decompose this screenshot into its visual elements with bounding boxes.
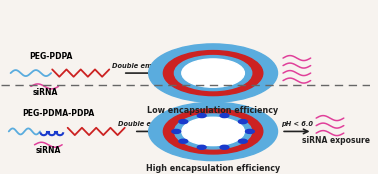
Circle shape	[172, 129, 181, 133]
Circle shape	[239, 139, 247, 143]
Text: Double emulsion: Double emulsion	[112, 63, 174, 69]
Text: Double emulsion: Double emulsion	[118, 121, 181, 127]
Circle shape	[174, 114, 252, 149]
Text: siRNA: siRNA	[32, 88, 57, 97]
Circle shape	[163, 51, 263, 96]
Circle shape	[220, 145, 229, 149]
Circle shape	[149, 102, 277, 161]
Text: siRNA exposure: siRNA exposure	[302, 136, 370, 145]
Text: siRNA: siRNA	[36, 146, 61, 155]
Text: High encapsulation efficiency: High encapsulation efficiency	[146, 164, 280, 173]
Circle shape	[182, 117, 245, 146]
Circle shape	[245, 129, 254, 133]
Text: Low encapsulation efficiency: Low encapsulation efficiency	[147, 106, 279, 115]
Text: pH < 6.0: pH < 6.0	[281, 121, 313, 127]
Circle shape	[197, 145, 206, 149]
Circle shape	[220, 114, 229, 118]
Circle shape	[179, 139, 188, 143]
Circle shape	[174, 56, 252, 91]
Text: PEG-PDPA: PEG-PDPA	[29, 52, 73, 61]
Circle shape	[179, 120, 188, 124]
Circle shape	[197, 114, 206, 118]
Text: PEG-PDMA-PDPA: PEG-PDMA-PDPA	[22, 109, 94, 118]
Circle shape	[163, 109, 263, 154]
Circle shape	[182, 59, 245, 87]
Circle shape	[149, 44, 277, 102]
Circle shape	[239, 120, 247, 124]
